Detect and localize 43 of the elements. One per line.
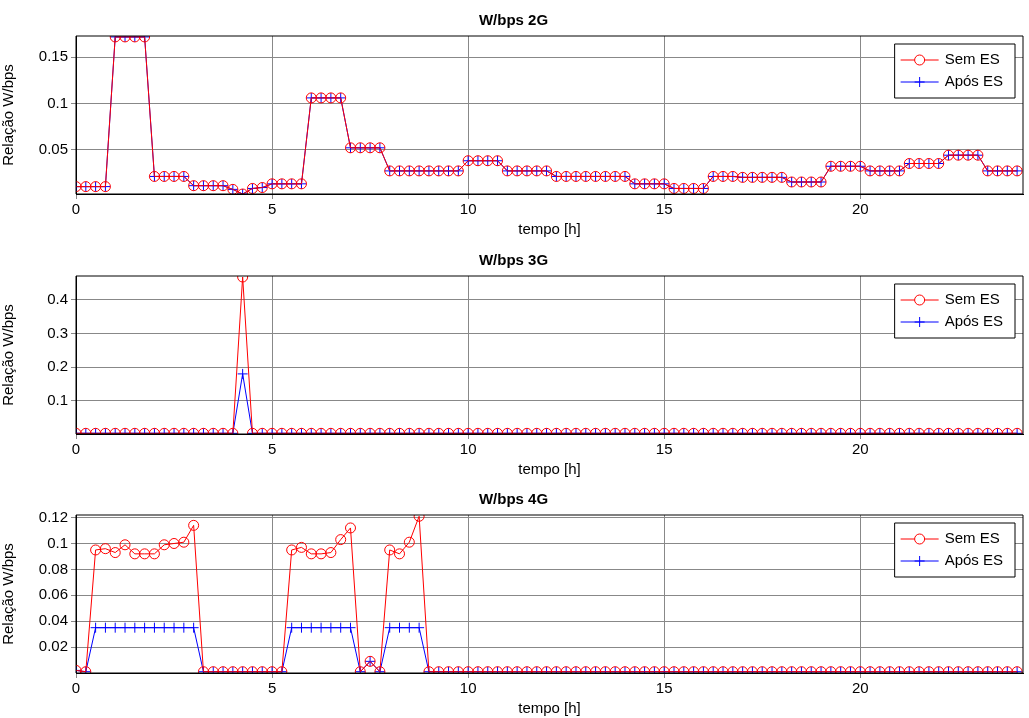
legend-label: Sem ES xyxy=(944,50,1000,68)
y-tick-label: 0.06 xyxy=(38,585,68,603)
x-axis-title: tempo [h] xyxy=(518,699,581,717)
x-tick-label: 10 xyxy=(459,439,477,457)
y-tick-label: 0.3 xyxy=(47,323,68,341)
legend-label: Após ES xyxy=(944,72,1004,90)
y-tick-label: 0.02 xyxy=(38,637,68,655)
x-tick-label: 5 xyxy=(267,200,277,218)
x-tick-label: 10 xyxy=(459,679,477,697)
x-tick-label: 20 xyxy=(851,439,869,457)
x-tick-label: 5 xyxy=(267,439,277,457)
y-tick-label: 0.04 xyxy=(38,611,68,629)
y-tick-label: 0.1 xyxy=(47,390,68,408)
x-tick-label: 0 xyxy=(71,679,81,697)
x-axis-title: tempo [h] xyxy=(518,459,581,477)
y-tick-label: 0.05 xyxy=(38,139,68,157)
x-tick-label: 0 xyxy=(71,439,81,457)
legend-label: Após ES xyxy=(944,551,1004,569)
legend-label: Sem ES xyxy=(944,529,1000,547)
x-axis-title: tempo [h] xyxy=(518,220,581,238)
y-tick-label: 0.4 xyxy=(47,289,68,307)
y-axis-title: Relação W/bps xyxy=(0,303,17,406)
chart-title: W/bps 3G xyxy=(478,250,549,268)
legend-label: Após ES xyxy=(944,311,1004,329)
x-tick-label: 0 xyxy=(71,200,81,218)
y-tick-label: 0.12 xyxy=(38,507,68,525)
x-tick-label: 15 xyxy=(655,200,673,218)
x-tick-label: 20 xyxy=(851,679,869,697)
legend-label: Sem ES xyxy=(944,289,1000,307)
x-tick-label: 20 xyxy=(851,200,869,218)
chart-title: W/bps 4G xyxy=(478,490,549,508)
x-tick-label: 10 xyxy=(459,200,477,218)
y-tick-label: 0.1 xyxy=(47,93,68,111)
x-tick-label: 5 xyxy=(267,679,277,697)
y-tick-label: 0.15 xyxy=(38,47,68,65)
y-axis-title: Relação W/bps xyxy=(0,543,17,645)
x-tick-label: 15 xyxy=(655,679,673,697)
y-tick-label: 0.2 xyxy=(47,356,68,374)
y-tick-label: 0.08 xyxy=(38,559,68,577)
x-tick-label: 15 xyxy=(655,439,673,457)
y-axis-title: Relação W/bps xyxy=(0,64,17,166)
y-tick-label: 0.1 xyxy=(47,533,68,551)
chart-title: W/bps 2G xyxy=(478,11,549,29)
